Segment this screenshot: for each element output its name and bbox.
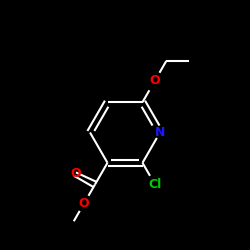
- Text: O: O: [78, 198, 89, 210]
- Text: N: N: [155, 126, 165, 139]
- Text: O: O: [150, 74, 160, 87]
- Text: Cl: Cl: [148, 178, 162, 191]
- Text: O: O: [70, 167, 81, 180]
